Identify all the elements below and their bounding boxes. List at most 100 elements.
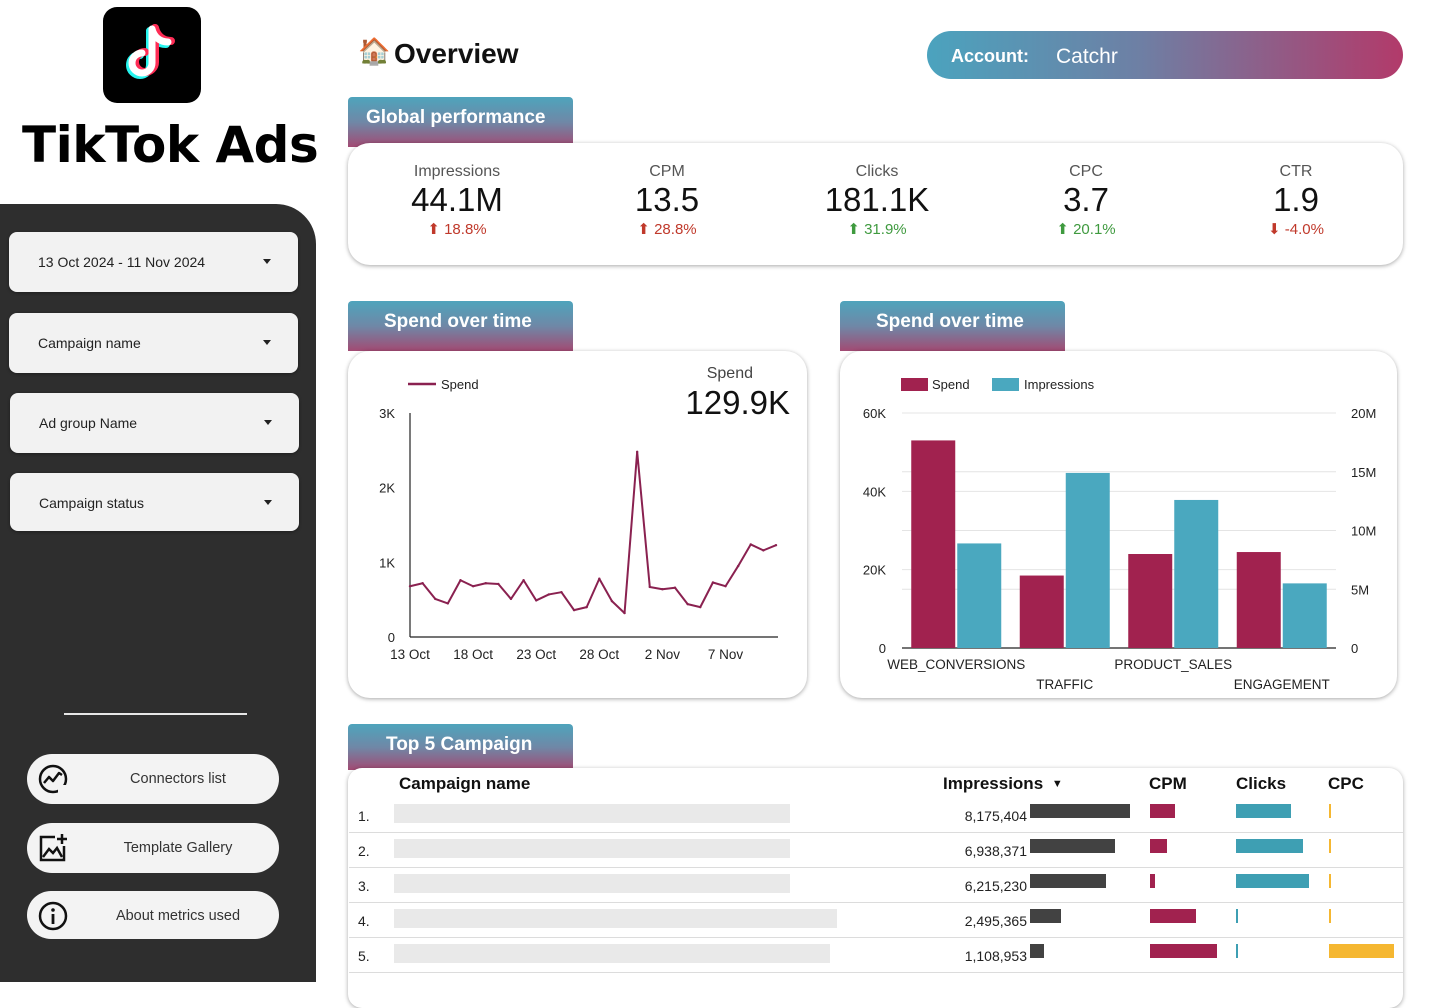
clicks-bar (1236, 804, 1292, 818)
impressions-value: 6,215,230 (964, 878, 1027, 894)
bar-spend (911, 440, 956, 648)
kpi-cpm: CPM 13.5 ⬆ 28.8% (577, 163, 757, 238)
kpi-ctr: CTR 1.9 ⬇ -4.0% (1206, 163, 1386, 238)
bar-impressions (957, 543, 1002, 648)
connectors-list-label: Connectors list (130, 771, 226, 787)
chevron-down-icon (263, 259, 271, 264)
connectors-list-button[interactable]: Connectors list (27, 754, 279, 804)
cpm-bar (1150, 804, 1175, 818)
table-row[interactable]: 2. 6,938,371 (349, 833, 1403, 868)
campaign-name-placeholder (394, 909, 837, 928)
bar-impressions (1174, 499, 1219, 648)
cpc-bar (1329, 874, 1331, 888)
impressions-value: 2,495,365 (964, 913, 1027, 929)
y-tick-label: 1K (379, 555, 395, 570)
y-tick-label: 3K (379, 406, 395, 421)
x-tick-label: 18 Oct (453, 647, 493, 662)
arrow-up-icon: ⬆ (427, 221, 440, 238)
y-left-tick-label: 20K (863, 563, 886, 578)
about-metrics-button[interactable]: About metrics used (27, 891, 279, 939)
arrow-up-icon: ⬆ (637, 221, 650, 238)
impressions-value: 6,938,371 (964, 843, 1027, 859)
x-tick-label: ENGAGEMENT (1234, 677, 1330, 692)
sort-desc-icon: ▼ (1051, 778, 1063, 790)
data-point (585, 605, 588, 609)
campaign-name-placeholder (394, 839, 790, 858)
data-point (408, 585, 412, 588)
account-label: Account: (951, 46, 1029, 66)
data-point (686, 602, 689, 606)
template-gallery-button[interactable]: Template Gallery (27, 823, 279, 873)
campaign-status-filter[interactable]: Campaign status (10, 473, 299, 531)
impressions-bar (1030, 909, 1061, 923)
spend-kpi-value: 129.9K (685, 384, 790, 421)
y-left-tick-label: 0 (879, 641, 886, 656)
series-line-spend (409, 450, 777, 615)
account-selector[interactable]: Account: Catchr (927, 31, 1403, 79)
arrow-up-icon: ⬆ (847, 221, 860, 238)
data-point (547, 593, 551, 596)
table-row[interactable]: 5. 1,108,953 (349, 938, 1403, 973)
data-point (421, 582, 424, 585)
impressions-value: 1,108,953 (964, 948, 1027, 964)
data-point (484, 582, 487, 585)
data-point (749, 543, 752, 546)
data-point (635, 450, 639, 454)
spend-line-card (348, 351, 807, 698)
kpi-title: CTR (1279, 163, 1313, 180)
col-header-cpc[interactable]: CPC (1328, 774, 1364, 793)
impressions-bar (1030, 944, 1044, 958)
sidebar-divider (64, 713, 247, 715)
bar-impressions (1282, 583, 1327, 648)
date-range-filter[interactable]: 13 Oct 2024 - 11 Nov 2024 (9, 232, 298, 292)
impressions-bar (1030, 839, 1115, 853)
table-row[interactable]: 3. 6,215,230 (349, 868, 1403, 903)
y-right-tick-label: 10M (1351, 524, 1376, 539)
data-point (699, 605, 702, 609)
impressions-value: 8,175,404 (964, 808, 1027, 824)
x-tick-label: WEB_CONVERSIONS (887, 657, 1025, 672)
x-tick-label: PRODUCT_SALES (1114, 657, 1232, 672)
data-point (471, 585, 475, 588)
row-number: 4. (358, 913, 370, 929)
ad-group-filter[interactable]: Ad group Name (10, 393, 299, 453)
table-row[interactable]: 1. 8,175,404 (349, 798, 1403, 833)
info-icon (38, 901, 68, 931)
global-performance-title: Global performance (366, 107, 546, 128)
cpm-bar (1150, 944, 1217, 958)
date-range-label: 13 Oct 2024 - 11 Nov 2024 (38, 254, 206, 270)
campaign-name-placeholder (394, 804, 790, 823)
legend-label-spend: Spend (932, 377, 970, 392)
kpi-cpc: CPC 3.7 ⬆ 20.1% (996, 163, 1176, 238)
data-point (673, 586, 677, 589)
bar-impressions (1065, 472, 1110, 648)
y-tick-label: 0 (388, 630, 395, 645)
account-value: Catchr (1056, 45, 1118, 68)
col-header-campaign[interactable]: Campaign name (399, 774, 531, 793)
spend-bar-title: Spend over time (876, 311, 1024, 332)
bar-spend (1236, 552, 1281, 648)
spend-line-tab: Spend over time (348, 301, 573, 351)
legend-label-spend: Spend (441, 377, 479, 392)
data-point (535, 599, 538, 602)
data-point (724, 585, 727, 588)
y-right-tick-label: 5M (1351, 582, 1369, 597)
col-header-cpm[interactable]: CPM (1149, 774, 1187, 793)
table-row[interactable]: 4. 2,495,365 (349, 903, 1403, 938)
chart-circle-icon (38, 764, 68, 794)
data-point (661, 588, 664, 591)
spend-kpi-label: Spend (707, 365, 753, 382)
y-tick-label: 2K (379, 481, 395, 496)
x-tick-label: 13 Oct (390, 647, 430, 662)
clicks-bar (1236, 874, 1309, 888)
campaign-name-label: Campaign name (38, 335, 141, 351)
x-tick-label: 23 Oct (516, 647, 556, 662)
legend-label-impressions: Impressions (1024, 377, 1095, 392)
col-header-clicks[interactable]: Clicks (1236, 774, 1287, 793)
col-header-impressions[interactable]: Impressions ▼ (943, 774, 1063, 793)
arrow-up-icon: ⬆ (1056, 221, 1069, 238)
data-point (497, 582, 500, 586)
kpi-value: 3.7 (1063, 181, 1109, 218)
campaign-name-filter[interactable]: Campaign name (9, 313, 298, 373)
row-number: 3. (358, 878, 370, 894)
